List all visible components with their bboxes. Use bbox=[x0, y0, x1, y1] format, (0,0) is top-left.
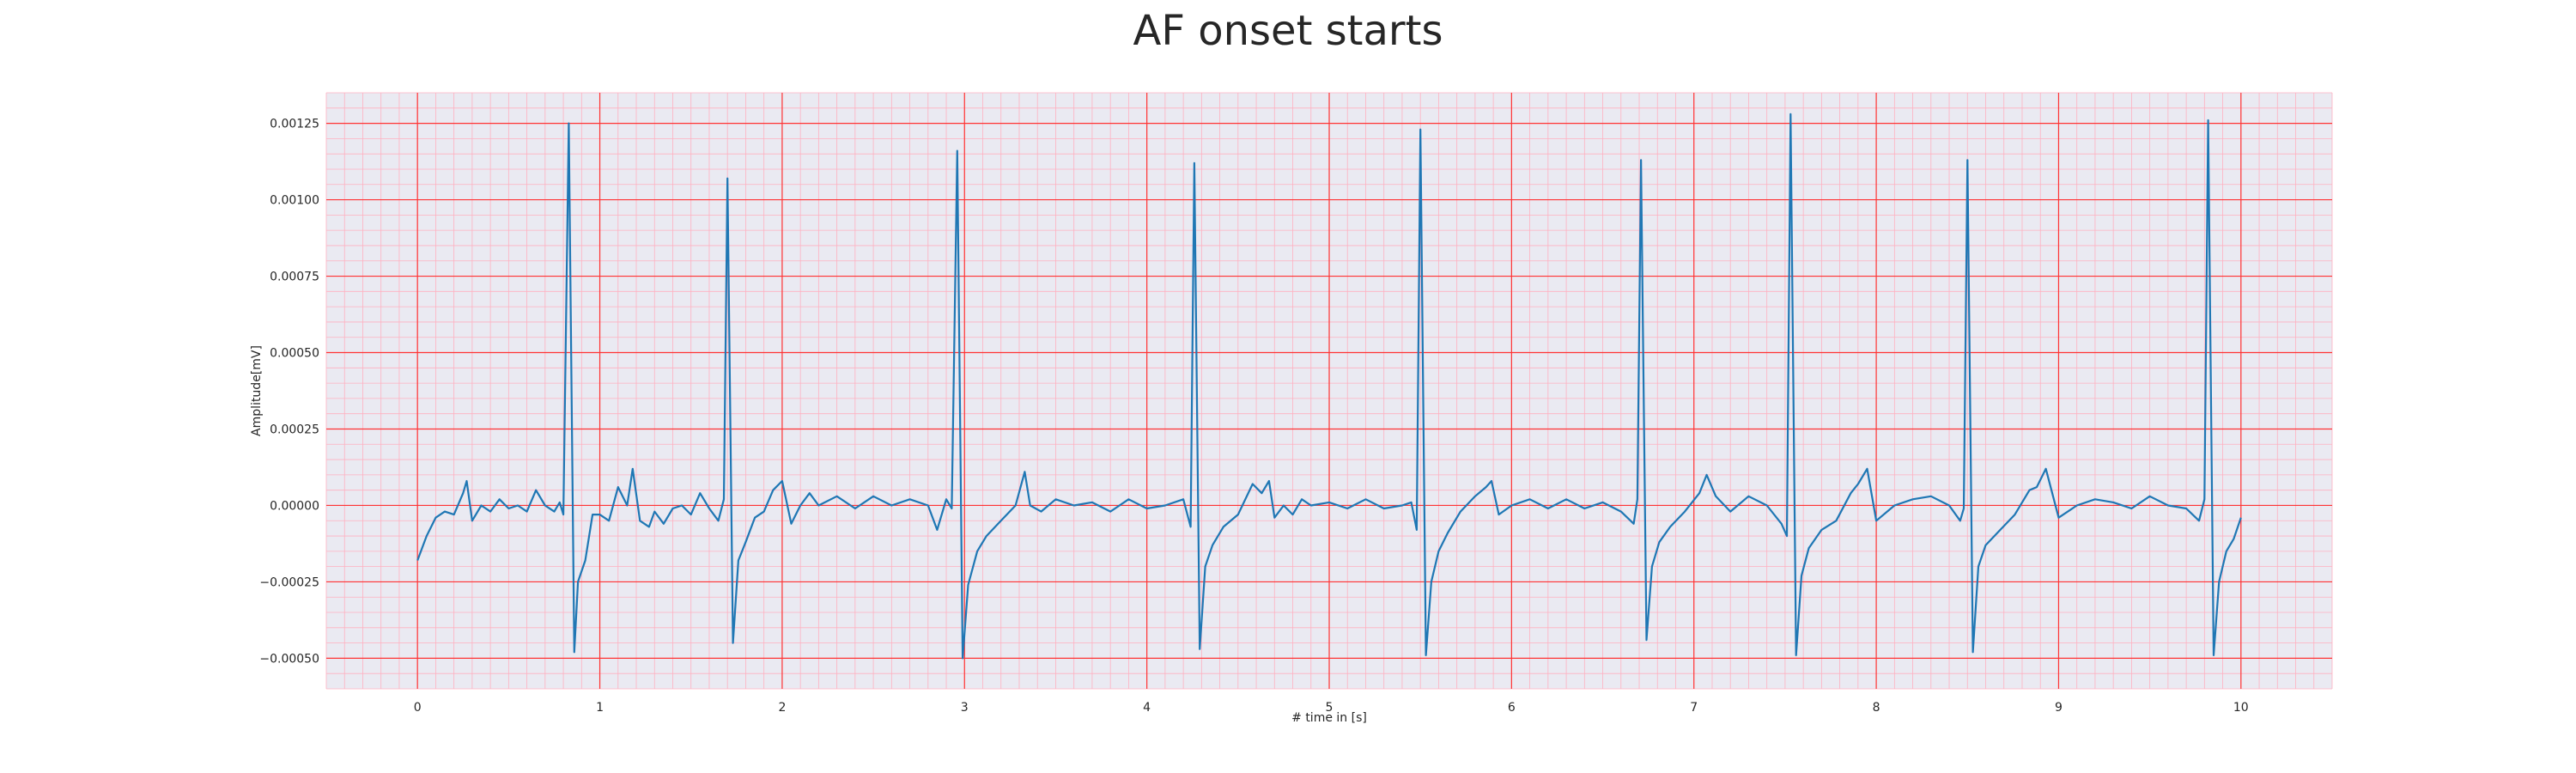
major-grid bbox=[326, 93, 2332, 689]
x-tick-label: 10 bbox=[2233, 701, 2249, 715]
y-tick-label: 0.00025 bbox=[270, 423, 319, 436]
y-tick-label: 0.00075 bbox=[270, 271, 319, 284]
x-tick-label: 9 bbox=[2055, 701, 2063, 715]
x-tick-label: 2 bbox=[778, 701, 786, 715]
x-axis-label: # time in [s] bbox=[1291, 711, 1367, 725]
y-tick-label: 0.00125 bbox=[270, 118, 319, 131]
x-tick-label: 6 bbox=[1508, 701, 1516, 715]
x-tick-label: 3 bbox=[961, 701, 969, 715]
y-axis-label: Amplitude[mV] bbox=[250, 345, 264, 436]
y-tick-label: −0.00050 bbox=[259, 652, 319, 666]
y-tick-label: 0.00050 bbox=[270, 347, 319, 361]
ecg-signal-line bbox=[416, 113, 2242, 660]
chart-title: AF onset starts bbox=[1133, 7, 1443, 55]
y-tick-label: 0.00100 bbox=[270, 194, 319, 208]
x-tick-label: 1 bbox=[596, 701, 604, 715]
y-tick-label: 0.00000 bbox=[270, 499, 319, 513]
x-tick-label: 7 bbox=[1690, 701, 1698, 715]
y-tick-label: −0.00025 bbox=[259, 575, 319, 589]
y-axis-ticks: −0.00050 −0.00025 0.00000 0.00025 0.00050 0.0… bbox=[259, 118, 319, 666]
x-tick-label: 0 bbox=[414, 701, 422, 715]
x-tick-label: 4 bbox=[1143, 701, 1151, 715]
x-axis-ticks: 0 1 2 3 4 5 6 7 8 9 10 bbox=[414, 701, 2249, 715]
x-tick-label: 5 bbox=[1326, 701, 1334, 715]
x-tick-label: 8 bbox=[1873, 701, 1880, 715]
